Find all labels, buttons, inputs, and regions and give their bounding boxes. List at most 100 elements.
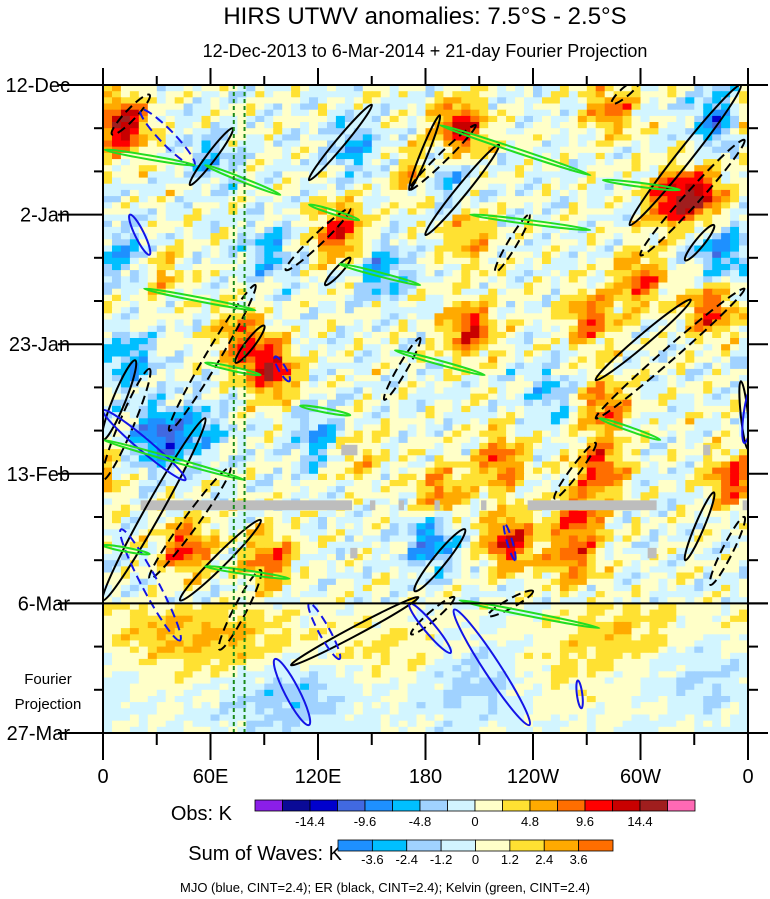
heatmap-cell	[120, 498, 131, 506]
heatmap-cell	[282, 430, 292, 438]
heatmap-cell	[613, 140, 624, 148]
heatmap-cell	[389, 270, 400, 277]
heatmap-cell	[694, 257, 704, 265]
heatmap-cell	[255, 399, 265, 407]
heatmap-cell	[192, 245, 203, 253]
heatmap-cell	[129, 473, 140, 481]
heatmap-cell	[309, 282, 319, 290]
heatmap-cell	[371, 85, 382, 92]
heatmap-cell	[622, 486, 633, 493]
heatmap-cell	[497, 412, 507, 419]
heatmap-cell	[739, 338, 748, 345]
heatmap-cell	[595, 461, 606, 469]
heatmap-cell	[174, 288, 185, 296]
heatmap-cell	[192, 159, 203, 166]
heatmap-cell	[416, 473, 427, 481]
heatmap-cell	[219, 473, 230, 481]
heatmap-cell	[192, 239, 203, 247]
heatmap-cell	[550, 313, 561, 321]
heatmap-cell	[112, 492, 122, 500]
heatmap-cell	[577, 313, 588, 321]
heatmap-cell	[282, 486, 292, 493]
heatmap-cell	[568, 313, 579, 321]
heatmap-cell	[524, 233, 534, 240]
heatmap-cell	[604, 307, 615, 314]
heatmap-cell	[694, 288, 704, 296]
heatmap-cell	[112, 331, 122, 339]
heatmap-cell	[434, 177, 445, 185]
heatmap-cell	[129, 270, 140, 277]
heatmap-cell	[479, 424, 489, 432]
heatmap-cell	[470, 152, 480, 160]
heatmap-cell	[147, 455, 158, 463]
heatmap-cell	[533, 220, 543, 228]
heatmap-cell	[479, 442, 489, 450]
heatmap-cell	[335, 128, 346, 135]
heatmap-cell	[407, 461, 418, 469]
heatmap-cell	[129, 91, 140, 98]
heatmap-cell	[398, 331, 409, 339]
heatmap-cell	[497, 288, 507, 296]
heatmap-cell	[479, 276, 489, 284]
heatmap-cell	[246, 288, 256, 296]
heatmap-cell	[577, 245, 588, 253]
heatmap-cell	[398, 122, 409, 129]
heatmap-cell	[237, 480, 247, 487]
heatmap-cell	[183, 134, 194, 142]
heatmap-cell	[300, 412, 310, 419]
heatmap-cell	[246, 140, 256, 148]
heatmap-cell	[658, 362, 668, 370]
heatmap-cell	[201, 449, 212, 456]
heatmap-cell	[129, 418, 140, 426]
heatmap-cell	[739, 202, 748, 210]
heatmap-cell	[273, 276, 283, 284]
heatmap-cell	[515, 140, 525, 148]
heatmap-cell	[515, 313, 525, 321]
heatmap-cell	[676, 202, 686, 210]
heatmap-cell	[219, 202, 230, 210]
heatmap-cell	[183, 109, 194, 117]
heatmap-cell	[112, 442, 122, 450]
heatmap-cell	[362, 350, 373, 358]
heatmap-cell	[613, 276, 624, 284]
heatmap-cell	[398, 486, 409, 493]
heatmap-cell	[434, 140, 445, 148]
heatmap-cell	[443, 375, 453, 382]
heatmap-cell	[389, 455, 400, 463]
heatmap-cell	[425, 381, 436, 388]
heatmap-cell	[344, 294, 355, 302]
heatmap-cell	[685, 436, 695, 444]
heatmap-cell	[318, 214, 328, 222]
heatmap-cell	[595, 442, 606, 450]
heatmap-cell	[219, 257, 230, 265]
heatmap-cell	[192, 189, 203, 197]
heatmap-cell	[147, 226, 158, 234]
heatmap-cell	[506, 226, 516, 234]
heatmap-cell	[273, 461, 283, 469]
heatmap-cell	[156, 202, 167, 210]
heatmap-cell	[443, 226, 453, 234]
heatmap-cell	[631, 356, 642, 364]
heatmap-cell	[398, 257, 409, 265]
heatmap-cell	[658, 159, 668, 166]
heatmap-cell	[604, 381, 615, 388]
heatmap-cell	[488, 270, 498, 277]
heatmap-cell	[550, 331, 561, 339]
heatmap-cell	[389, 344, 400, 351]
heatmap-cell	[201, 480, 212, 487]
heatmap-cell	[524, 412, 534, 419]
heatmap-cell	[147, 338, 158, 345]
heatmap-cell	[264, 424, 274, 432]
heatmap-cell	[255, 214, 265, 222]
heatmap-cell	[147, 140, 158, 148]
heatmap-cell	[497, 122, 507, 129]
heatmap-cell	[658, 109, 668, 117]
heatmap-cell	[658, 480, 668, 487]
heatmap-cell	[739, 319, 748, 327]
heatmap-cell	[622, 171, 633, 179]
heatmap-cell	[380, 202, 391, 210]
heatmap-cell	[568, 455, 579, 463]
heatmap-cell	[506, 97, 516, 105]
heatmap-cell	[192, 196, 203, 203]
heatmap-cell	[497, 480, 507, 487]
